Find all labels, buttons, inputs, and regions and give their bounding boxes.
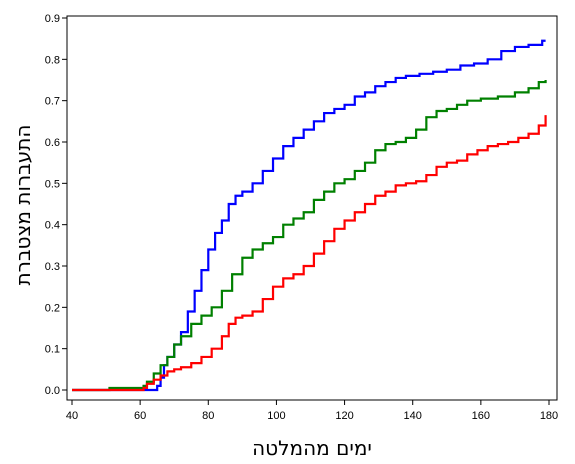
x-tick-label: 120 xyxy=(335,410,353,422)
y-tick-label: 0.7 xyxy=(45,96,60,108)
x-tick-label: 80 xyxy=(202,410,214,422)
plot-frame xyxy=(66,15,558,401)
x-tick-label: 180 xyxy=(540,410,558,422)
y-tick-label: 0.6 xyxy=(45,137,60,149)
y-tick-label: 0.0 xyxy=(45,385,60,397)
series-line-3 xyxy=(72,115,547,392)
series-line-1 xyxy=(72,39,546,392)
y-tick-label: 0.8 xyxy=(45,54,60,66)
x-tick-label: 160 xyxy=(472,410,490,422)
y-axis-title: התעברות מצטברת xyxy=(11,125,35,286)
x-axis: 40 60 80 100 120 140 160 180 xyxy=(66,400,558,422)
y-tick-label: 0.1 xyxy=(45,344,60,356)
y-tick-label: 0.9 xyxy=(45,13,60,25)
y-tick-label: 0.5 xyxy=(45,178,60,190)
y-tick-label: 0.4 xyxy=(45,220,60,232)
y-axis: 0.0 0.1 0.2 0.3 0.4 0.5 0.6 0.7 0.8 0.9 xyxy=(45,13,67,397)
x-tick-label: 60 xyxy=(134,410,146,422)
y-tick-label: 0.3 xyxy=(45,261,60,273)
x-tick-label: 100 xyxy=(267,410,285,422)
x-tick-label: 40 xyxy=(66,410,78,422)
x-axis-title: ימים מהמלטה xyxy=(252,436,372,460)
series-line-2 xyxy=(72,80,547,392)
series-layer xyxy=(72,39,547,392)
x-tick-label: 140 xyxy=(404,410,422,422)
y-tick-label: 0.2 xyxy=(45,302,60,314)
